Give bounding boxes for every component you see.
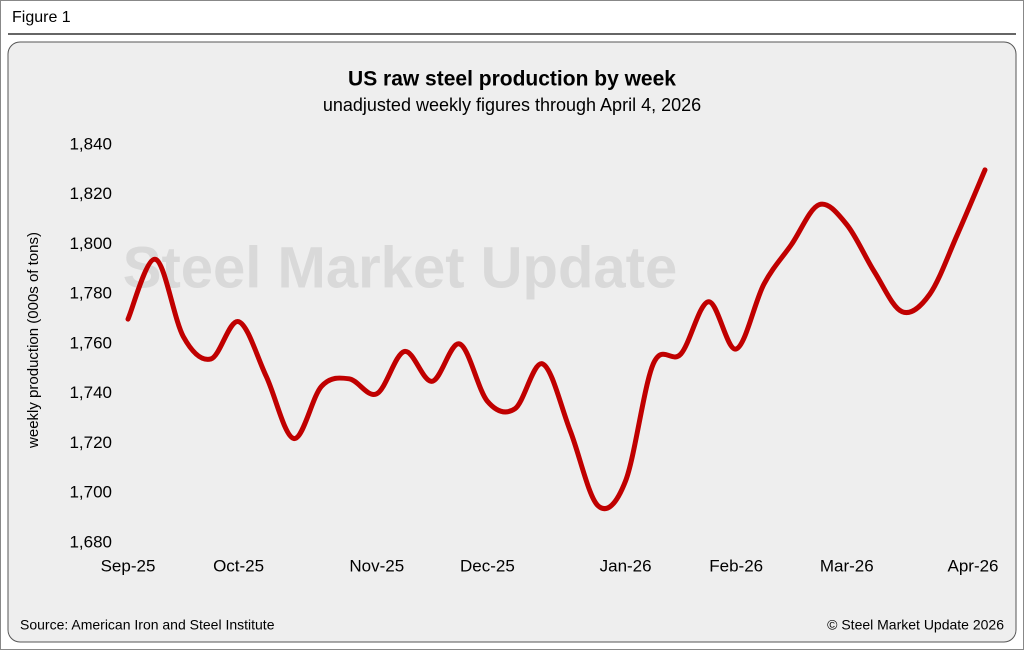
x-tick-label: Mar-26 (820, 556, 874, 575)
y-tick-label: 1,680 (69, 532, 112, 551)
source: Source: American Iron and Steel Institut… (20, 617, 275, 633)
x-tick-label: Nov-25 (349, 556, 404, 575)
y-tick-label: 1,720 (69, 433, 112, 452)
series-line (125, 167, 988, 512)
copyright: © Steel Market Update 2026 (827, 617, 1004, 633)
figure-label: Figure 1 (12, 9, 71, 26)
y-axis-label: weekly production (000s of tons) (25, 232, 42, 449)
y-tick-label: 1,800 (69, 234, 112, 253)
y-tick-label: 1,780 (69, 284, 112, 303)
chart-subtitle: unadjusted weekly figures through April … (323, 95, 701, 115)
x-tick-label: Oct-25 (213, 556, 264, 575)
x-tick-label: Sep-25 (101, 556, 156, 575)
y-tick-label: 1,840 (69, 134, 112, 153)
watermark: Steel Market Update (123, 235, 677, 300)
x-tick-label: Apr-26 (947, 556, 998, 575)
x-tick-label: Jan-26 (600, 556, 652, 575)
panel (7, 41, 1017, 643)
x-tick-label: Feb-26 (709, 556, 763, 575)
y-tick-label: 1,700 (69, 483, 112, 502)
chart-title: US raw steel production by week (348, 68, 676, 91)
y-tick-label: 1,760 (69, 333, 112, 352)
x-tick-label: Dec-25 (460, 556, 515, 575)
y-tick-label: 1,820 (69, 184, 112, 203)
y-tick-label: 1,740 (69, 383, 112, 402)
